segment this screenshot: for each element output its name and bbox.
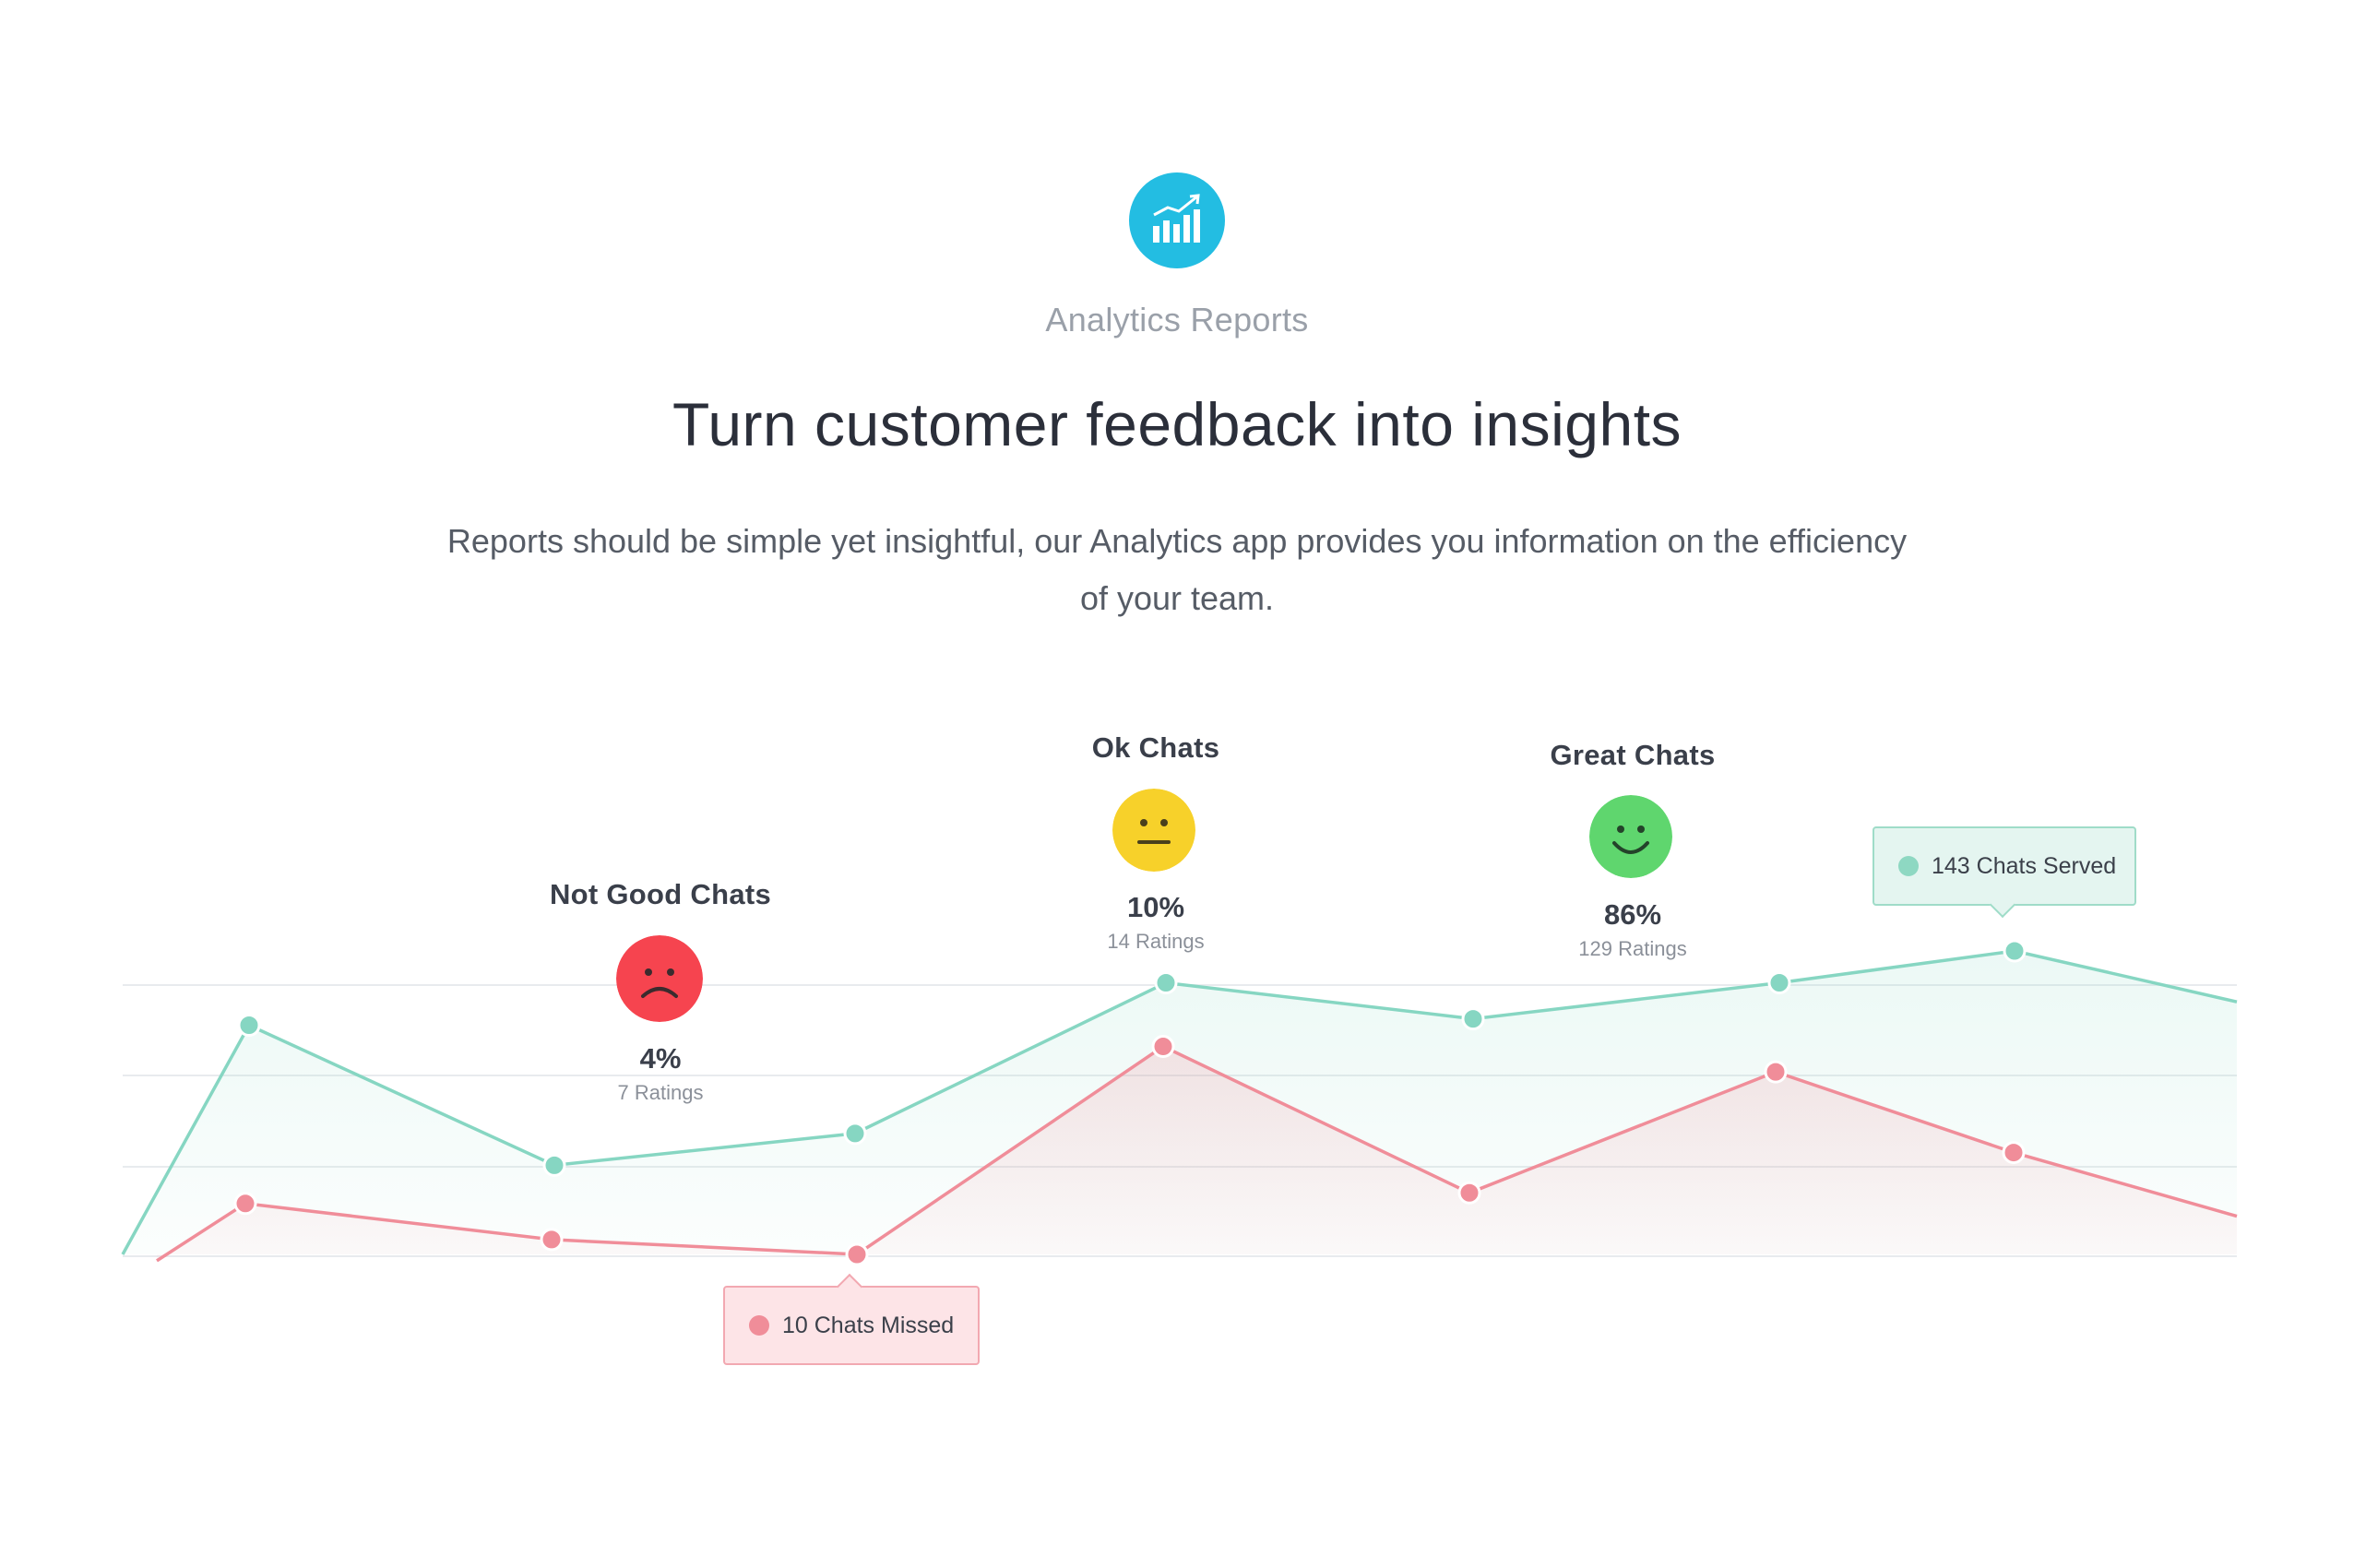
great-chats-count: 129 Ratings bbox=[1578, 937, 1687, 960]
missed-point bbox=[1764, 1060, 1788, 1084]
served-point bbox=[1767, 971, 1791, 995]
served-point bbox=[237, 1014, 261, 1038]
missed-legend-dot bbox=[749, 1315, 769, 1336]
neutral-face-icon bbox=[1112, 789, 1195, 872]
not-good-chats-count: 7 Ratings bbox=[617, 1081, 704, 1104]
page-subtitle: Reports should be simple yet insightful,… bbox=[446, 522, 1908, 617]
chats-served-label: 143 Chats Served bbox=[1932, 852, 2117, 879]
happy-face-bg bbox=[1589, 795, 1672, 878]
served-point bbox=[1154, 971, 1178, 995]
missed-area bbox=[157, 1046, 2237, 1261]
sad-face-icon bbox=[616, 935, 703, 1022]
missed-point bbox=[2002, 1141, 2026, 1165]
chats-missed-tooltip: 10 Chats Missed bbox=[723, 1273, 980, 1365]
missed-point bbox=[1457, 1181, 1481, 1205]
great-chats-percent: 86% bbox=[1603, 898, 1662, 931]
served-legend-dot bbox=[1898, 856, 1919, 876]
served-point bbox=[2003, 939, 2027, 963]
served-point bbox=[542, 1153, 566, 1177]
served-points bbox=[237, 939, 2027, 1177]
bar-chart-trend-icon bbox=[1153, 194, 1200, 243]
section-eyebrow: Analytics Reports bbox=[1045, 301, 1309, 339]
happy-face-icon bbox=[1589, 795, 1672, 878]
analytics-app-icon bbox=[1129, 172, 1225, 268]
missed-point bbox=[540, 1228, 564, 1252]
neutral-face-bg bbox=[1112, 789, 1195, 872]
missed-point bbox=[233, 1192, 257, 1216]
served-point bbox=[1461, 1007, 1485, 1031]
sad-face-bg bbox=[616, 935, 703, 1022]
missed-points bbox=[233, 1035, 2026, 1266]
great-chats-title: Great Chats bbox=[1550, 739, 1716, 771]
missed-point bbox=[1151, 1035, 1175, 1059]
missed-point bbox=[845, 1242, 869, 1266]
page-headline: Turn customer feedback into insights bbox=[672, 390, 1682, 458]
served-point bbox=[843, 1122, 867, 1146]
chats-missed-label: 10 Chats Missed bbox=[782, 1312, 955, 1338]
not-good-chats-percent: 4% bbox=[639, 1042, 682, 1075]
chats-served-tooltip: 143 Chats Served bbox=[1872, 826, 2136, 919]
ok-chats-title: Ok Chats bbox=[1091, 731, 1220, 764]
ok-chats-percent: 10% bbox=[1126, 891, 1185, 923]
ok-chats-count: 14 Ratings bbox=[1107, 930, 1205, 953]
not-good-chats-title: Not Good Chats bbox=[549, 878, 772, 910]
